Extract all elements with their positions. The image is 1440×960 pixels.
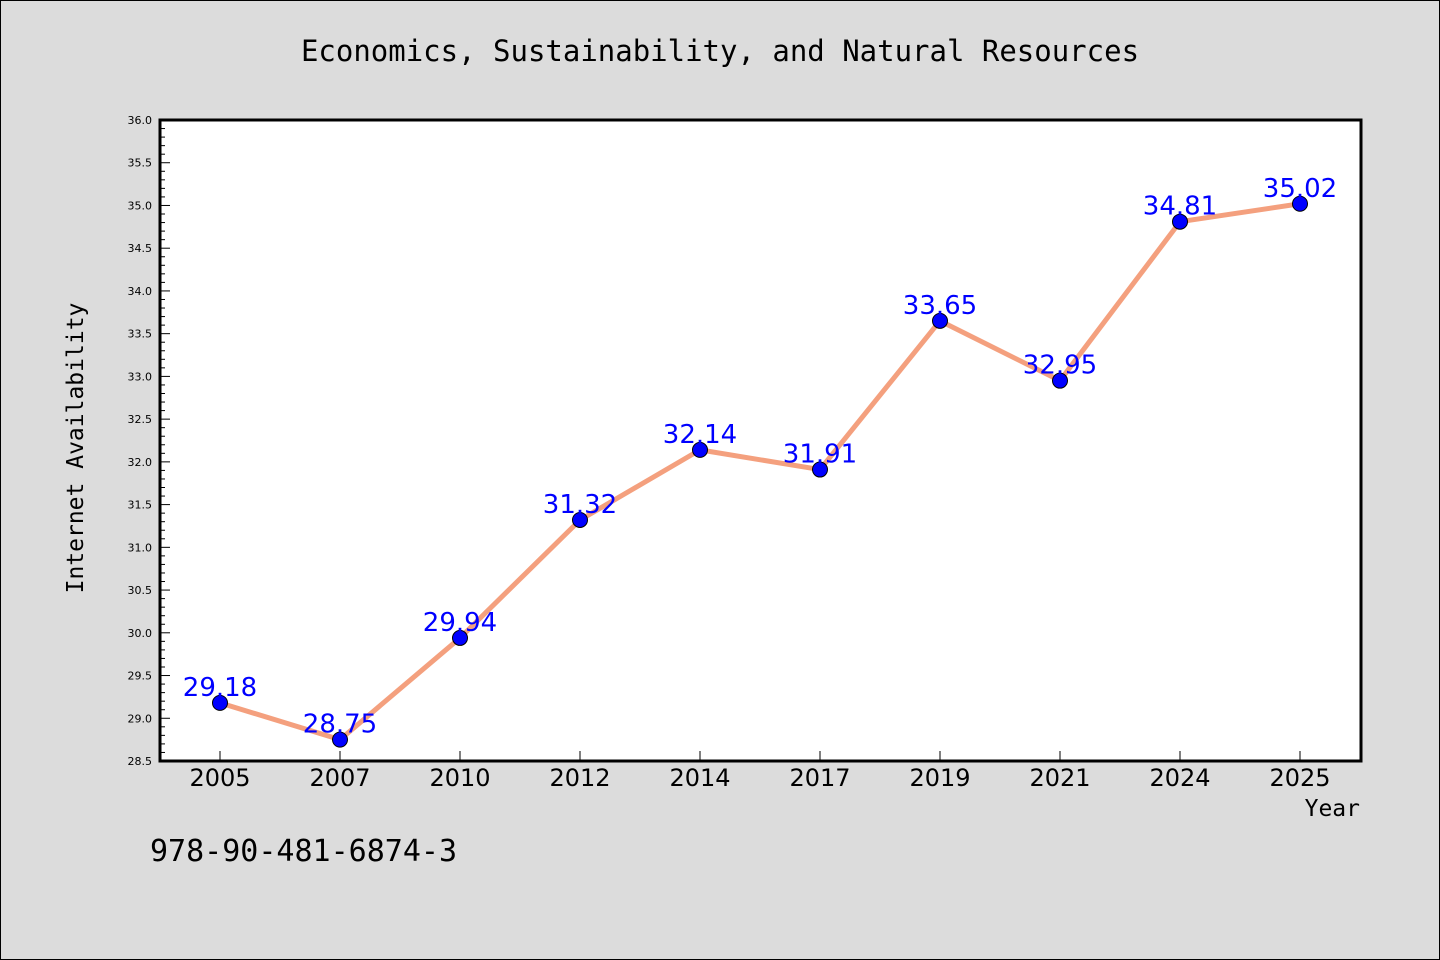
data-point: [692, 441, 708, 458]
data-label: 31.91: [783, 440, 857, 470]
y-tick-label: 32.0: [128, 456, 153, 469]
isbn-text: 978-90-481-6874-3: [150, 834, 458, 869]
y-tick-label: 34.0: [128, 285, 153, 298]
x-axis-label: Year: [1304, 796, 1360, 822]
y-tick-label: 32.5: [128, 413, 153, 426]
y-tick-label: 35.0: [128, 199, 153, 212]
x-tick-label: 2021: [1029, 764, 1090, 792]
y-tick-label: 35.5: [128, 157, 153, 170]
chart-title: Economics, Sustainability, and Natural R…: [300, 34, 1140, 68]
y-tick-label: 31.0: [128, 541, 153, 554]
data-label: 35.02: [1263, 174, 1337, 204]
data-label: 34.81: [1143, 192, 1217, 222]
data-point: [1052, 372, 1068, 389]
plot-area: [158, 118, 1363, 763]
markers-group: [212, 195, 1308, 748]
x-axis: 2005 2007 2010 2012 2014 2017 2019 2021 2024 2025: [189, 751, 1331, 792]
data-point: [1172, 213, 1188, 230]
y-tick-label: 29.0: [128, 712, 153, 725]
y-tick-label: 31.5: [128, 499, 153, 512]
x-tick-label: 2019: [909, 764, 970, 792]
y-tick-label: 28.5: [128, 755, 153, 768]
series-line-group: [217, 201, 1303, 743]
x-tick-label: 2014: [669, 764, 730, 792]
y-tick-label: 33.0: [128, 370, 153, 383]
y-tick-label: 30.5: [128, 584, 153, 597]
y-tick-label: 36.0: [128, 114, 153, 127]
x-tick-label: 2012: [549, 764, 610, 792]
data-label: 29.94: [423, 608, 497, 638]
series-line: [217, 201, 1303, 743]
data-label: 32.95: [1023, 351, 1097, 381]
data-label: 28.75: [303, 710, 377, 740]
x-tick-label: 2017: [789, 764, 850, 792]
data-labels-group: 29.18 28.75 29.94 31.32 32.14 31.91 33.65 32.95…: [183, 174, 1337, 740]
data-point: [572, 511, 588, 528]
x-tick-label: 2025: [1269, 764, 1330, 792]
data-point: [452, 629, 468, 646]
data-point: [212, 694, 228, 711]
x-tick-label: 2007: [309, 764, 370, 792]
data-point: [812, 461, 828, 478]
data-label: 29.18: [183, 673, 257, 703]
data-point: [332, 731, 348, 748]
data-point: [1292, 195, 1308, 212]
x-tick-label: 2005: [189, 764, 250, 792]
x-tick-label: 2024: [1149, 764, 1210, 792]
y-tick-label: 30.0: [128, 627, 153, 640]
x-tick-label: 2010: [429, 764, 490, 792]
y-tick-label: 33.5: [128, 328, 153, 341]
data-label: 31.32: [543, 490, 617, 520]
y-axis: 28.5 29.0 29.5 30.0 30.5 31.0 31.5 32.0 32.5 33.0…: [128, 114, 170, 768]
data-point: [932, 312, 948, 329]
y-tick-label: 29.5: [128, 670, 153, 683]
data-label: 32.14: [663, 420, 737, 450]
y-tick-label: 34.5: [128, 242, 153, 255]
data-label: 33.65: [903, 291, 977, 321]
